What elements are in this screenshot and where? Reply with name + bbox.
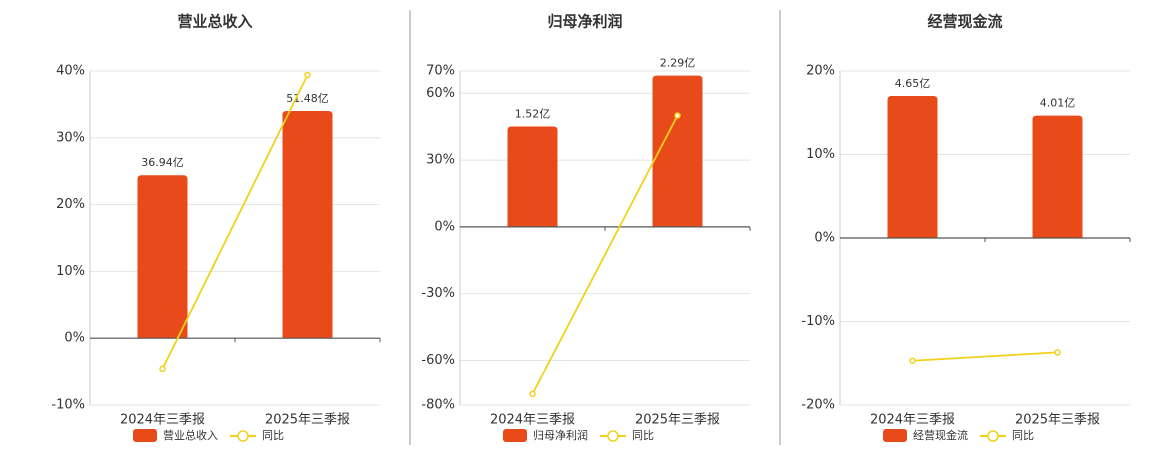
chart-title: 营业总收入	[177, 13, 252, 31]
x-tick-label: 2025年三季报	[265, 413, 350, 428]
legend-swatch	[133, 429, 157, 442]
value-label: 51.48亿	[286, 92, 329, 105]
legend-label: 经营现金流	[913, 428, 968, 442]
value-label: 2.29亿	[660, 57, 696, 70]
value-label: 36.94亿	[141, 156, 184, 169]
bar	[887, 96, 938, 239]
legend-swatch	[237, 430, 249, 442]
legend-label: 同比	[262, 429, 284, 442]
legend-label: 营业总收入	[163, 428, 218, 442]
line	[531, 115, 679, 395]
y-tick-label: -10%	[801, 314, 835, 329]
y-tick-label: 10%	[56, 264, 85, 279]
marker	[909, 357, 916, 364]
legend-label: 归母净利润	[533, 428, 588, 442]
x-tick-label: 2024年三季报	[490, 413, 575, 428]
y-tick-label: -80%	[421, 398, 455, 413]
y-tick-label: 0%	[814, 231, 835, 246]
value-label: 1.52亿	[515, 107, 551, 120]
y-tick-label: -20%	[801, 398, 835, 413]
marker	[1054, 349, 1061, 356]
y-tick-label: 60%	[426, 86, 455, 101]
legend-swatch	[883, 429, 907, 442]
legend-swatch	[503, 429, 527, 442]
y-tick-label: -60%	[421, 353, 455, 368]
y-tick-label: 0%	[64, 331, 85, 346]
y-tick-label: 20%	[56, 197, 85, 212]
y-tick-label: 30%	[426, 153, 455, 168]
y-tick-label: 10%	[806, 147, 835, 162]
bar	[282, 111, 333, 339]
y-tick-label: -10%	[51, 398, 85, 413]
bar	[137, 175, 188, 339]
y-tick-label: 30%	[56, 130, 85, 145]
bar	[507, 126, 558, 227]
legend-swatch	[987, 430, 999, 442]
marker	[159, 365, 166, 373]
x-tick-label: 2025年三季报	[635, 413, 720, 428]
legend-label: 同比	[1012, 429, 1034, 442]
bar	[652, 75, 703, 227]
marker	[529, 390, 536, 398]
line	[161, 74, 309, 370]
legend-label: 同比	[632, 429, 654, 442]
y-tick-label: 40%	[56, 64, 85, 79]
value-label: 4.01亿	[1040, 97, 1076, 110]
y-tick-label: -30%	[421, 286, 455, 301]
line	[912, 351, 1058, 362]
marker	[304, 71, 311, 79]
y-tick-label: 70%	[426, 64, 455, 79]
x-tick-label: 2025年三季报	[1015, 413, 1100, 428]
x-tick-label: 2024年三季报	[870, 413, 955, 428]
legend-swatch	[607, 430, 619, 442]
chart-title: 经营现金流	[927, 13, 1002, 31]
marker	[674, 112, 681, 119]
bar	[1032, 115, 1083, 238]
chart-title: 归母净利润	[547, 13, 622, 31]
y-tick-label: 0%	[434, 219, 455, 234]
x-tick-label: 2024年三季报	[120, 413, 205, 428]
value-label: 4.65亿	[895, 77, 931, 90]
y-tick-label: 20%	[806, 64, 835, 79]
